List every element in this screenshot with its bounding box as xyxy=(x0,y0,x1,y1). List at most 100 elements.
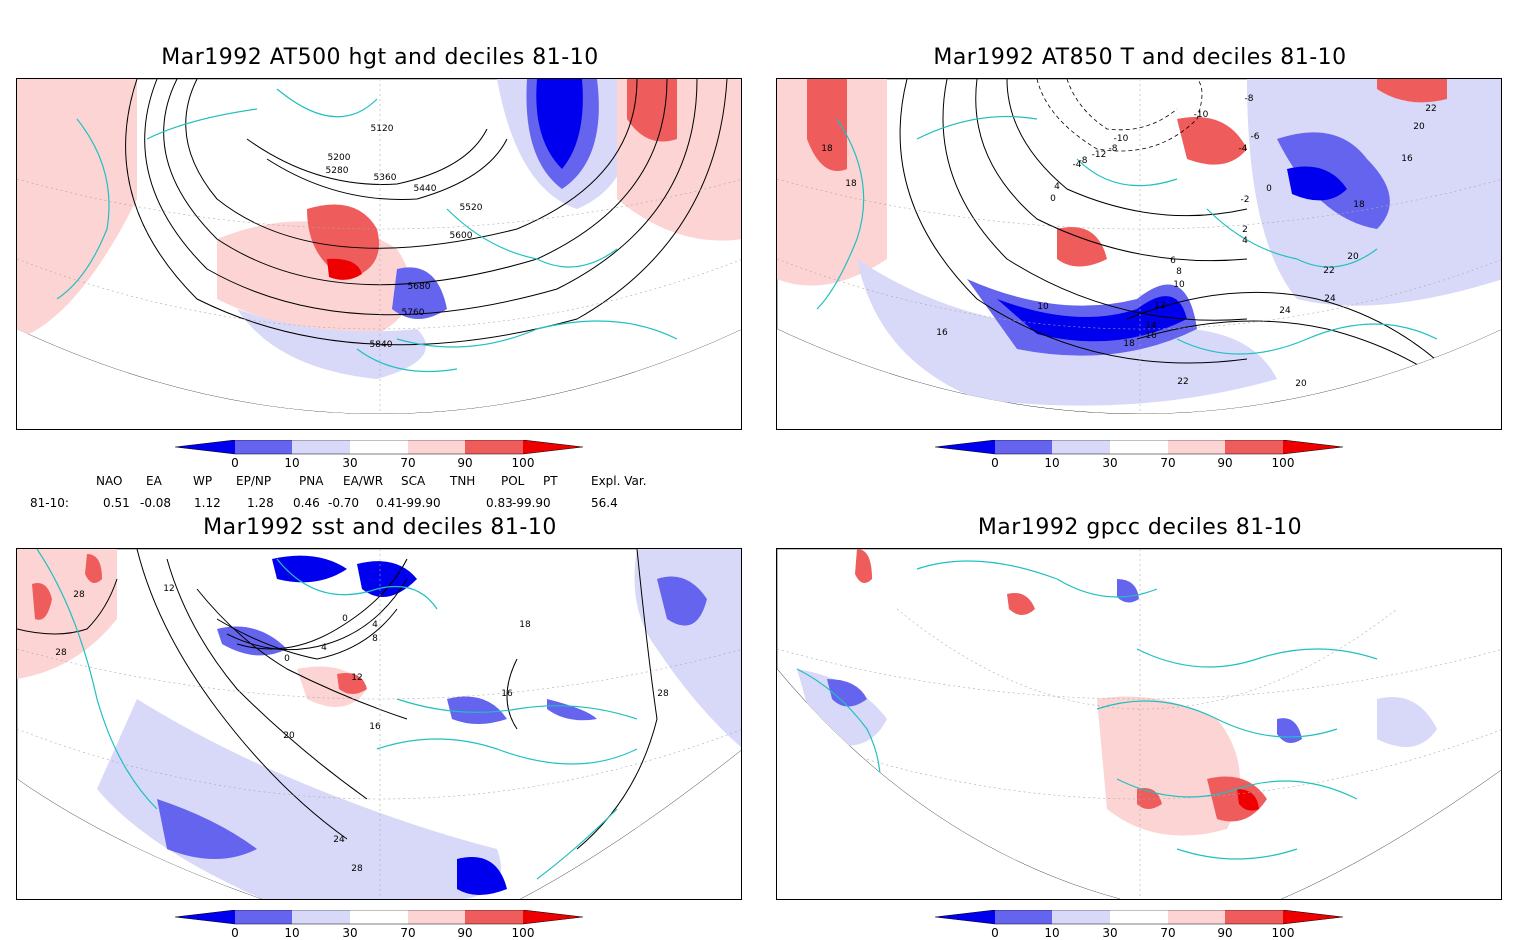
contour-label: 6 xyxy=(1170,256,1176,266)
contour-label: 16 xyxy=(501,689,513,699)
coastline xyxy=(816,115,1438,355)
colorbar-swatch xyxy=(350,910,408,924)
shade-neg-dark xyxy=(1287,166,1347,201)
contour-label: -8 xyxy=(1109,144,1118,154)
shade-neg-dark xyxy=(457,857,507,895)
contour-label: 5760 xyxy=(402,308,425,318)
shade-pos-mid xyxy=(627,79,677,142)
shade-pos-dark xyxy=(327,258,362,280)
shade-pos-mid xyxy=(32,583,52,620)
shade-pos-light xyxy=(777,79,887,286)
colorbar-swatch xyxy=(1283,910,1343,924)
index-value: -99.90 xyxy=(512,496,551,510)
colorbar-hgt500: 0 10 30 70 90 100 xyxy=(174,439,595,470)
colorbar-label: 70 xyxy=(400,456,416,470)
contour-label: 22 xyxy=(1425,104,1436,114)
shade-neg-mid xyxy=(657,576,707,626)
colorbar-swatch xyxy=(408,440,465,454)
index-header: POL xyxy=(501,474,525,488)
colorbar-swatch xyxy=(1283,440,1343,454)
colorbar-label: 0 xyxy=(231,456,239,470)
colorbar-swatch xyxy=(292,440,350,454)
panel-title-sst: Mar1992 sst and deciles 81-10 xyxy=(203,515,557,540)
colorbar-swatch xyxy=(935,440,995,454)
map-panel-hgt500: 5120 5200 5280 5360 5440 5520 5600 5680 … xyxy=(16,78,742,430)
colorbar-swatch xyxy=(350,440,408,454)
coastline xyxy=(56,88,678,373)
colorbar-swatch xyxy=(465,440,523,454)
colorbar-swatch xyxy=(1110,440,1168,454)
index-header: EA xyxy=(146,474,162,488)
contour-label: 0 xyxy=(1050,194,1056,204)
contour-label: 18 xyxy=(1353,200,1365,210)
shade-pos-mid xyxy=(85,554,102,583)
colorbar-label: 100 xyxy=(511,456,535,470)
colorbar-swatch xyxy=(175,440,235,454)
index-header: EP/NP xyxy=(236,474,272,488)
shade-neg-mid xyxy=(827,679,867,707)
shade-pos-mid xyxy=(855,549,872,583)
contour-label: 18 xyxy=(1123,339,1135,349)
index-header: Expl. Var. xyxy=(591,474,647,488)
contour-label: 28 xyxy=(55,648,67,658)
colorbar-label: 0 xyxy=(991,456,999,470)
contour-label: 16 xyxy=(936,328,948,338)
colorbar-swatch xyxy=(235,440,292,454)
index-value: 0.41 xyxy=(376,496,403,510)
contour-label: 16 xyxy=(1145,331,1157,341)
colorbar-swatch xyxy=(1168,440,1225,454)
colorbar-swatch xyxy=(995,910,1052,924)
shade-pos-dark xyxy=(1237,789,1259,811)
contour-label: 20 xyxy=(1413,122,1425,132)
colorbar-label: 100 xyxy=(1271,926,1295,940)
colorbar-swatch xyxy=(995,440,1052,454)
contour-label: 5600 xyxy=(450,231,473,241)
shade-neg-dark xyxy=(272,555,347,583)
colorbar-label: 70 xyxy=(1160,926,1176,940)
contour-label: 28 xyxy=(657,689,669,699)
shade-pos-light xyxy=(17,79,137,339)
contour-label: 12 xyxy=(1154,301,1165,311)
contour-label: 24 xyxy=(333,835,345,845)
map-panel-sst: 28 28 12 0 4 8 0 4 12 16 20 24 28 16 18 … xyxy=(16,548,742,900)
colorbar-label: 70 xyxy=(1160,456,1176,470)
colorbar-label: 100 xyxy=(1271,456,1295,470)
contour-label: 14 xyxy=(1145,321,1157,331)
colorbar-swatch xyxy=(465,910,523,924)
index-value: 1.12 xyxy=(194,496,221,510)
contour-label: -10 xyxy=(1114,134,1129,144)
colorbar-label: 90 xyxy=(457,926,473,940)
colorbar-swatch xyxy=(175,910,235,924)
contour-label: 10 xyxy=(1173,280,1185,290)
shade-neg-dark xyxy=(536,79,583,169)
colorbar-label: 90 xyxy=(457,456,473,470)
contour-label: 5520 xyxy=(460,203,483,213)
map-svg-t850: 18 18 16 10 6 8 10 12 14 16 18 22 24 24 … xyxy=(777,79,1501,414)
shade-pos-mid xyxy=(1057,227,1107,267)
index-row-label: 81-10: xyxy=(30,496,69,510)
contour-label: -10 xyxy=(1194,110,1209,120)
contour-label: 8 xyxy=(1176,267,1182,277)
contour-label: 22 xyxy=(1177,377,1188,387)
coastline xyxy=(36,549,638,880)
colorbar-swatch xyxy=(1225,910,1283,924)
contour-label: 5360 xyxy=(374,173,397,183)
colorbar-swatch xyxy=(1110,910,1168,924)
indices-table: NAO EA WP EP/NP PNA EA/WR SCA TNH POL PT… xyxy=(0,474,760,514)
contour-label: -8 xyxy=(1079,156,1088,166)
shade-neg-mid xyxy=(547,699,597,721)
colorbar-swatch xyxy=(1052,440,1110,454)
contour-label: 16 xyxy=(1401,154,1413,164)
contour-label: 5280 xyxy=(326,166,349,176)
shade-neg-mid xyxy=(447,696,507,724)
contour-label: 0 xyxy=(284,654,290,664)
panel-title-hgt500: Mar1992 AT500 hgt and deciles 81-10 xyxy=(161,45,599,70)
shade-neg-dark xyxy=(357,561,417,597)
contour-label: -2 xyxy=(1241,195,1250,205)
index-value: 56.4 xyxy=(591,496,618,510)
shade-pos-mid xyxy=(337,673,367,694)
colorbar-swatch xyxy=(935,910,995,924)
shade-pos-mid xyxy=(1177,117,1247,165)
colorbar-gpcc: 0 10 30 70 90 100 xyxy=(934,909,1355,940)
colorbar-label: 10 xyxy=(284,926,300,940)
